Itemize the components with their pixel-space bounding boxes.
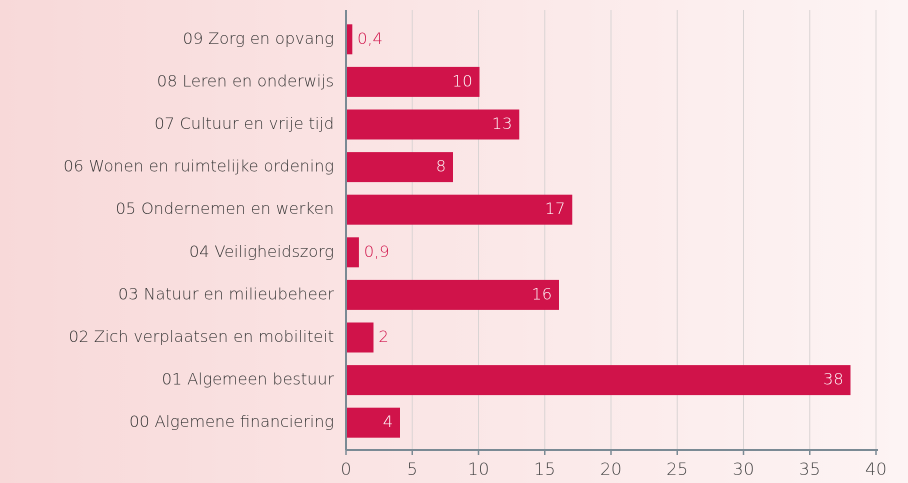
data-label: 13	[492, 114, 512, 133]
bar	[347, 66, 480, 97]
bar	[347, 24, 353, 55]
y-tick-label: 05 Ondernemen en werken	[116, 199, 334, 218]
y-tick-label: 00 Algemene financiering	[129, 412, 334, 431]
x-tick-label: 35	[799, 460, 821, 480]
x-tick-label: 30	[733, 460, 755, 480]
y-tick-label: 07 Cultuur en vrije tijd	[154, 114, 334, 133]
bar	[347, 194, 573, 225]
data-label: 10	[452, 71, 472, 90]
y-tick-label: 09 Zorg en opvang	[183, 29, 334, 48]
data-label: 0,4	[357, 29, 382, 48]
data-label: 4	[383, 412, 393, 431]
data-label: 0,9	[364, 242, 389, 261]
y-tick-label: 04 Veiligheidszorg	[189, 242, 334, 261]
x-tick-label: 0	[341, 460, 352, 480]
x-tick-label: 20	[600, 460, 622, 480]
bar	[347, 322, 374, 353]
x-tick-label: 25	[666, 460, 688, 480]
bar	[347, 152, 453, 183]
data-label: 17	[545, 199, 565, 218]
data-label: 38	[823, 370, 843, 389]
y-tick-label: 01 Algemeen bestuur	[162, 370, 335, 389]
y-tick-label: 03 Natuur en milieubeheer	[118, 284, 334, 303]
data-label: 2	[379, 327, 389, 346]
bar	[347, 109, 520, 140]
x-tick-label: 15	[534, 460, 556, 480]
x-tick-label: 40	[865, 460, 887, 480]
data-label: 8	[436, 157, 446, 176]
bar	[347, 279, 559, 310]
data-label: 16	[532, 284, 552, 303]
bar	[347, 407, 400, 438]
y-tick-label: 02 Zich verplaatsen en mobiliteit	[69, 327, 334, 346]
bar	[347, 365, 851, 396]
x-tick-label: 10	[468, 460, 490, 480]
y-tick-label: 06 Wonen en ruimtelijke ordening	[63, 157, 334, 176]
x-tick-label: 5	[407, 460, 418, 480]
bar	[347, 237, 359, 268]
y-tick-label: 08 Leren en onderwijs	[157, 71, 334, 90]
